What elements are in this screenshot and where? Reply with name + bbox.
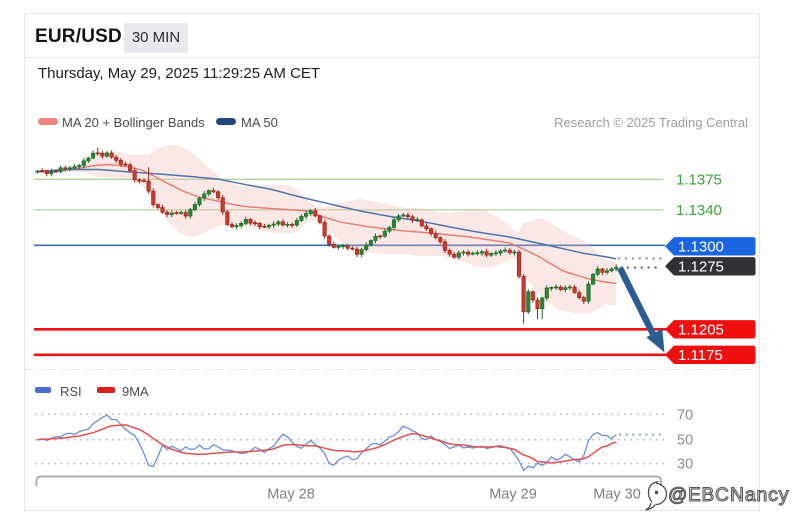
svg-text:1.1175: 1.1175 (678, 347, 723, 364)
svg-text:30: 30 (677, 457, 693, 473)
svg-text:May 28: May 28 (267, 487, 315, 503)
svg-text:@EBC: @EBC (668, 485, 730, 506)
svg-text:May 30: May 30 (593, 487, 641, 503)
svg-text:May 29: May 29 (489, 487, 537, 503)
svg-text:1.1300: 1.1300 (678, 239, 724, 256)
svg-text:1.1205: 1.1205 (678, 322, 724, 339)
svg-text:1.1340: 1.1340 (676, 202, 722, 219)
svg-text:50: 50 (677, 433, 693, 449)
svg-text:1.1375: 1.1375 (676, 171, 722, 188)
svg-text:70: 70 (677, 407, 693, 423)
svg-text:Nancy: Nancy (730, 484, 789, 506)
svg-text:1.1275: 1.1275 (678, 259, 724, 276)
